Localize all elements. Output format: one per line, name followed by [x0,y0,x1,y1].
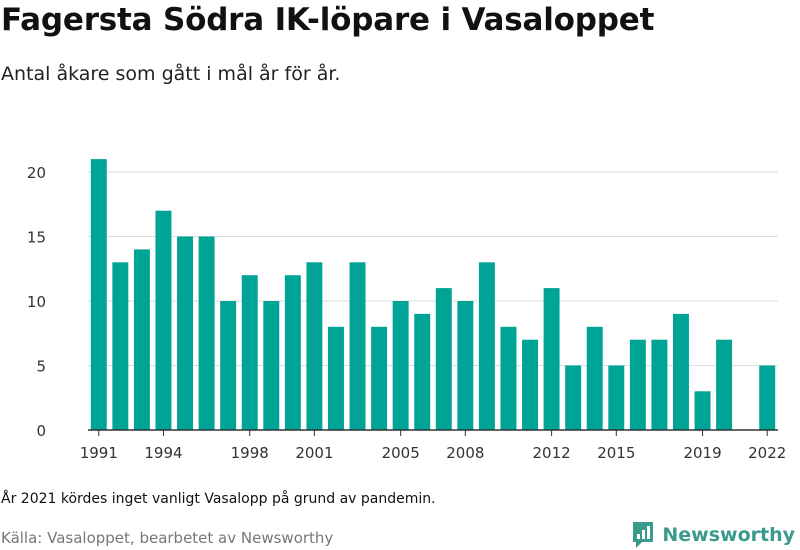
bar-1992 [112,262,129,430]
bar-2002 [327,326,344,430]
y-tick-label: 20 [27,164,46,182]
bar-2007 [435,288,452,430]
bar-1997 [220,301,237,430]
footnote: År 2021 kördes inget vanligt Vasalopp på… [1,491,436,507]
newsworthy-logo-icon [633,522,654,548]
bar-1999 [263,301,280,430]
x-tick-label: 2005 [382,444,420,462]
bar-1995 [177,236,194,430]
bar-2017 [651,339,668,430]
x-tick-label: 2001 [295,444,333,462]
bar-2010 [500,326,517,430]
bar-2022 [759,365,776,430]
bar-2015 [608,365,625,430]
brand-name: Newsworthy [662,524,795,546]
y-tick-label: 15 [27,229,46,247]
bar-2012 [543,288,560,430]
bar-1993 [133,249,150,430]
bar-2008 [457,301,474,430]
bar-2014 [586,326,603,430]
bar-2013 [565,365,582,430]
x-tick-label: 2015 [597,444,635,462]
bar-2003 [349,262,366,430]
bar-2001 [306,262,323,430]
bar-2016 [629,339,646,430]
chart-subtitle: Antal åkare som gått i mål år för år. [1,63,341,85]
x-tick-label: 2019 [683,444,721,462]
bar-2018 [672,313,689,430]
source-text: Källa: Vasaloppet, bearbetet av Newswort… [1,529,334,547]
bar-2011 [522,339,539,430]
y-tick-label: 0 [36,422,46,440]
bar-1996 [198,236,215,430]
x-tick-label: 1994 [144,444,182,462]
bar-2020 [716,339,733,430]
bar-2000 [284,275,301,430]
chart-title: Fagersta Södra IK-löpare i Vasaloppet [1,2,655,38]
bar-2005 [392,301,409,430]
brand-logo-link: Newsworthy [631,520,795,550]
bar-1994 [155,210,172,430]
x-tick-label: 2008 [446,444,484,462]
x-tick-label: 1998 [231,444,269,462]
x-tick-label: 1991 [80,444,118,462]
x-tick-label: 2022 [748,444,786,462]
bar-2009 [478,262,495,430]
bar-1998 [241,275,258,430]
bar-2004 [371,326,388,430]
bar-chart: 0 5 10 15 20 1991 1994 1998 2001 2005 2008 2012 2015… [27,159,786,462]
bar-2006 [414,313,431,430]
bar-2019 [694,391,711,430]
y-tick-label: 5 [36,358,46,376]
y-tick-label: 10 [27,293,46,311]
bar-1991 [90,159,107,430]
x-tick-label: 2012 [533,444,571,462]
